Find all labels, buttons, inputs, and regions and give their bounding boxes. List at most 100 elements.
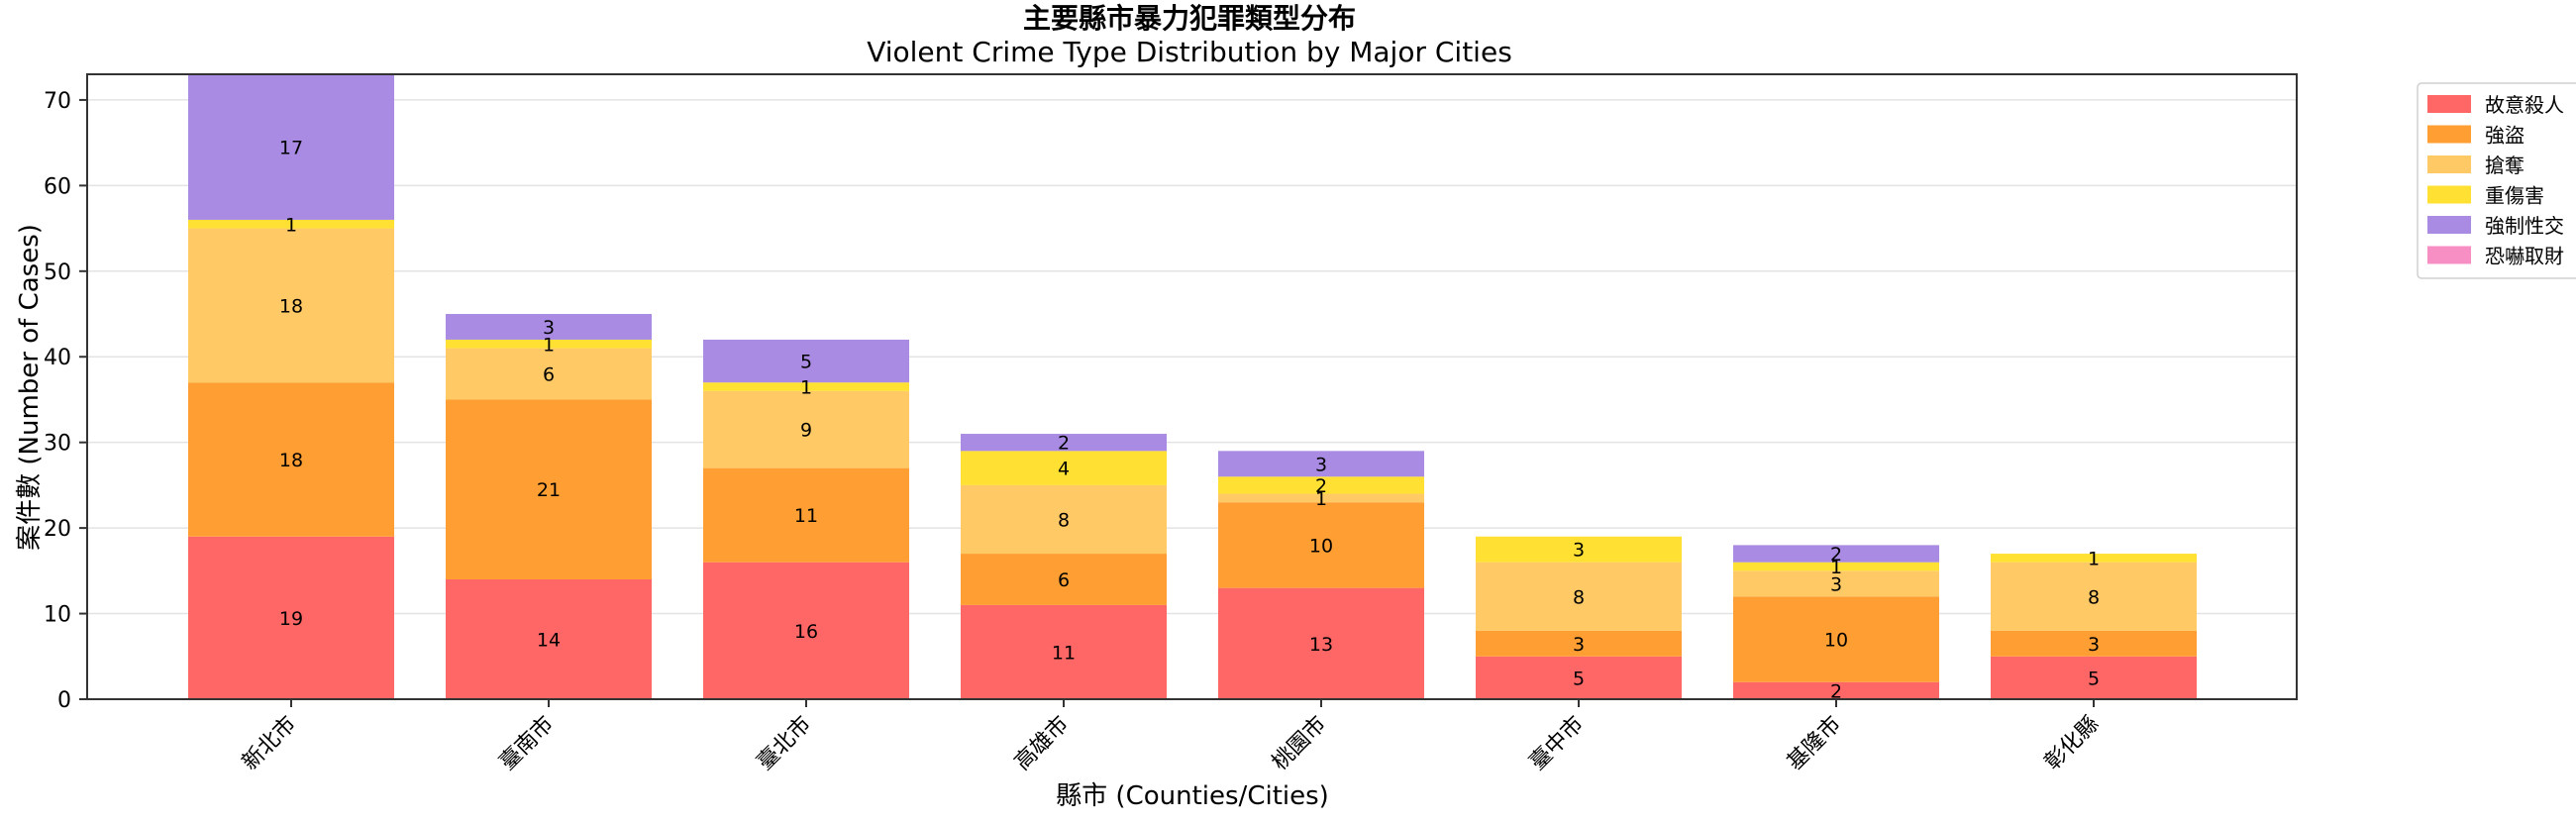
legend-label: 故意殺人 (2485, 93, 2564, 117)
bar-value-label: 10 (1309, 535, 1333, 557)
bar-segment (1476, 656, 1682, 699)
bar-value-label: 8 (2088, 586, 2100, 608)
bar-segment (1991, 554, 2197, 563)
bar-value-label: 16 (794, 621, 818, 643)
bar-segment (1218, 502, 1424, 588)
bar-segment (961, 451, 1167, 485)
bar-value-label: 9 (800, 420, 812, 442)
bar-segment (188, 219, 394, 229)
bar-value-label: 2 (1830, 680, 1842, 702)
bar-value-label: 5 (1573, 668, 1585, 689)
bar-segment (1476, 562, 1682, 631)
x-tick-label: 臺中市 (1525, 712, 1589, 775)
bar-value-label: 3 (1573, 634, 1585, 656)
gridlines (87, 99, 2297, 700)
bar-value-label: 21 (537, 479, 561, 501)
bar-value-label: 8 (1058, 509, 1070, 531)
bar-segment (446, 339, 652, 349)
legend-label: 搶奪 (2485, 154, 2524, 177)
bar-segment (188, 228, 394, 383)
legend-swatch (2427, 125, 2471, 144)
bar-segment (703, 467, 909, 563)
bar-segment (188, 536, 394, 699)
bar-value-label: 3 (1830, 573, 1842, 595)
bar-segment (1218, 451, 1424, 477)
bar-segment (1476, 630, 1682, 657)
bar-segment (961, 554, 1167, 605)
x-tick-label: 彰化縣 (2040, 712, 2104, 775)
x-axis-label: 縣市 (Counties/Cities) (1056, 781, 1329, 811)
bar-value-label: 19 (279, 608, 303, 630)
legend-swatch (2427, 95, 2471, 113)
bar-segment (1218, 587, 1424, 699)
bar-segment (1218, 493, 1424, 503)
y-tick-label: 60 (44, 174, 71, 199)
bar-segment (1991, 630, 2197, 657)
bar-segment (446, 578, 652, 699)
x-axis-ticks: 新北市 臺南市 臺北市 高雄市 桃園市 臺中市 基隆市 彰化縣 (238, 699, 2104, 775)
bar-value-label: 2 (1315, 475, 1327, 497)
bar-segment (446, 399, 652, 579)
bar-segment (188, 74, 394, 220)
x-tick-label: 桃園市 (1268, 712, 1331, 775)
bar-value-label: 3 (543, 317, 555, 339)
x-tick-label: 基隆市 (1783, 712, 1846, 775)
y-tick-label: 50 (44, 260, 71, 285)
legend-label: 重傷害 (2485, 184, 2544, 208)
bar-value-label: 1 (800, 377, 812, 399)
y-tick-label: 30 (44, 432, 71, 457)
chart-title: 主要縣市暴力犯罪類型分布 (1023, 2, 1356, 35)
bar-value-label: 4 (1058, 459, 1070, 480)
bar-value-label: 11 (1052, 642, 1076, 664)
bar-value-label: 1 (285, 214, 297, 236)
bar-value-label: 14 (537, 629, 561, 651)
bar-value-label: 5 (2088, 668, 2100, 689)
bar-segment (1733, 596, 1939, 682)
y-tick-label: 0 (57, 688, 71, 713)
bar-value-label: 18 (279, 450, 303, 471)
x-tick-label: 臺北市 (753, 712, 816, 775)
bar-segment (1991, 562, 2197, 631)
x-tick-label: 臺南市 (495, 712, 559, 775)
plot-frame (86, 73, 2298, 700)
legend-swatch (2427, 216, 2471, 234)
legend-label: 強盜 (2485, 124, 2524, 148)
bar-value-label: 2 (1830, 544, 1842, 566)
y-tick-label: 70 (44, 89, 71, 114)
bar-value-label: 1 (543, 334, 555, 356)
bar-value-label: 10 (1824, 629, 1848, 651)
bar-segment (961, 484, 1167, 555)
y-axis-ticks: 0 10 20 30 40 50 60 70 (44, 89, 87, 713)
bar-value-label: 1 (2088, 548, 2100, 569)
bar-value-label: 5 (800, 352, 812, 373)
bar-value-label: 1 (1830, 557, 1842, 578)
bar-segment (703, 390, 909, 468)
bar-segment (1733, 545, 1939, 563)
legend-swatch (2427, 185, 2471, 204)
bar-value-label: 18 (279, 295, 303, 317)
bar-segment (703, 562, 909, 699)
bar-value-label: 6 (1058, 569, 1070, 591)
bar-value-label: 17 (279, 137, 303, 158)
bar-value-label: 2 (1058, 433, 1070, 455)
y-tick-label: 40 (44, 346, 71, 370)
bar-segment (1218, 476, 1424, 494)
legend-swatch (2427, 155, 2471, 173)
bar-value-label: 11 (794, 505, 818, 527)
bar-segment (961, 604, 1167, 699)
bar-segment (1733, 562, 1939, 571)
bar-segment (1476, 536, 1682, 563)
bar-value-label: 3 (2088, 634, 2100, 656)
x-tick-label: 新北市 (238, 712, 301, 775)
bar-value-label: 3 (1573, 540, 1585, 562)
x-tick-label: 高雄市 (1010, 712, 1074, 775)
legend-label: 恐嚇取財 (2485, 245, 2564, 268)
bar-segment (1733, 570, 1939, 597)
bar-segment (188, 382, 394, 537)
legend-swatch (2427, 246, 2471, 264)
bar-segment (446, 348, 652, 400)
bar-value-label: 1 (1315, 488, 1327, 510)
bar-value-label: 13 (1309, 634, 1333, 656)
y-tick-label: 10 (44, 603, 71, 628)
